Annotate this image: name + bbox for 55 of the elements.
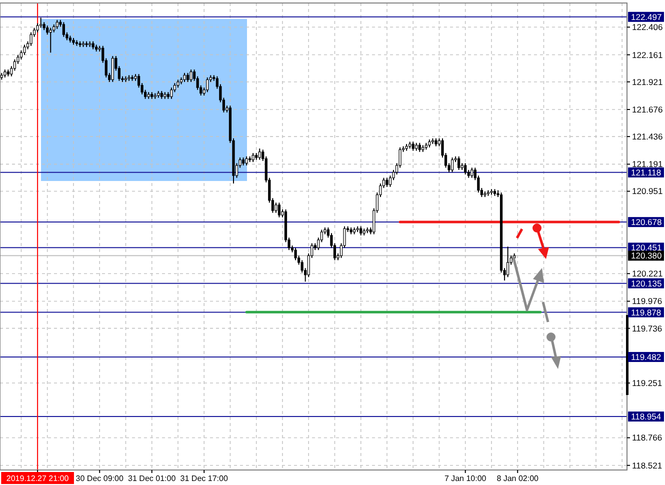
x-tick-label: 30 Dec 09:00 (76, 474, 124, 483)
candlestick (258, 148, 261, 160)
x-tick-label: 8 Jan 02:00 (496, 474, 540, 483)
candlestick (111, 56, 114, 82)
ref-line-label: 120.451 (631, 242, 662, 253)
candlestick (186, 72, 190, 82)
ref-line-label: 122.497 (631, 12, 662, 22)
y-tick-label: 120.221 (632, 268, 663, 279)
candlestick (418, 142, 421, 152)
ref-line-label: 119.878 (631, 307, 662, 318)
y-tick-label: 122.406 (632, 22, 663, 32)
y-tick-label: 119.736 (632, 323, 662, 334)
candlestick (190, 69, 192, 82)
candlestick (23, 44, 26, 56)
y-tick-label: 120.951 (632, 186, 663, 196)
ref-line-label: 118.954 (631, 412, 662, 422)
candlestick (40, 17, 42, 28)
candlestick (360, 226, 362, 236)
candlestick (470, 167, 474, 178)
y-tick-label: 122.161 (632, 50, 663, 60)
candlestick (464, 162, 467, 175)
candlestick (506, 246, 510, 278)
x-tick-label: 7 Jan 10:00 (444, 474, 487, 483)
candlestick (49, 27, 52, 54)
ref-line-label: 119.482 (631, 352, 662, 362)
ref-line-label: 120.678 (631, 217, 662, 228)
candlestick (278, 202, 281, 218)
candlestick (30, 32, 32, 46)
candlestick (170, 87, 173, 100)
y-tick-label: 121.191 (632, 159, 663, 170)
y-tick-label: 118.521 (632, 460, 662, 470)
candlestick (56, 19, 58, 30)
candlestick (412, 141, 414, 152)
candlestick (294, 247, 297, 261)
x-tick-label: 31 Dec 17:00 (180, 474, 228, 483)
ref-line-label: 120.380 (631, 250, 662, 261)
y-tick-label: 121.921 (632, 76, 663, 87)
candlestick (183, 72, 186, 82)
candlestick (458, 156, 460, 170)
candlestick (386, 177, 388, 188)
x-tick-label: 31 Dec 01:00 (128, 474, 176, 483)
y-tick-label: 119.251 (632, 378, 662, 388)
ref-line-label: 121.118 (631, 167, 662, 178)
candlestick (62, 22, 65, 38)
y-tick-label: 121.676 (632, 104, 663, 114)
candlestick (252, 152, 254, 163)
candlestick (206, 76, 209, 93)
y-tick-label: 118.766 (632, 432, 662, 443)
candlestick (274, 202, 278, 214)
y-tick-label: 121.436 (632, 132, 663, 142)
y-tick-label: 119.976 (632, 296, 662, 306)
candlestick (450, 157, 454, 173)
ref-line-label: 120.135 (631, 278, 662, 288)
candlestick (245, 156, 248, 166)
x-tick-label: 2019.12.27 21:00 (6, 474, 70, 483)
